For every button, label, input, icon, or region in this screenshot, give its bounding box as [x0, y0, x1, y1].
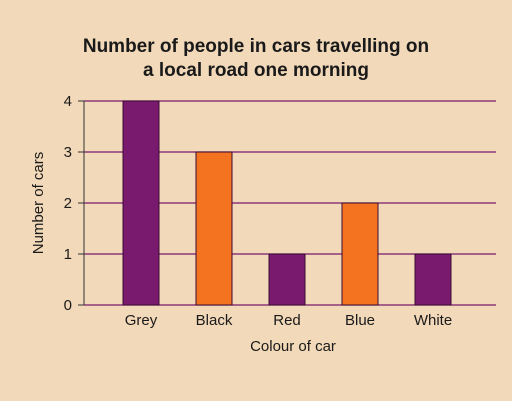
chart-title-line-2: a local road one morning — [143, 60, 369, 81]
y-axis-label: Number of cars — [30, 152, 47, 255]
bars — [122, 100, 452, 306]
y-tick-label-3: 3 — [64, 144, 72, 161]
bar-red — [268, 253, 306, 306]
bar-black — [195, 151, 233, 306]
y-tick-label-4: 4 — [64, 93, 72, 110]
bar-blue — [341, 202, 379, 306]
bar-grey — [122, 100, 160, 306]
y-axis-ticks: 0 1 2 3 4 — [64, 93, 84, 314]
x-axis-label: Colour of car — [250, 338, 336, 355]
x-tick-label-white: White — [414, 312, 452, 329]
chart-title-line-1: Number of people in cars travelling on — [83, 36, 429, 57]
x-tick-label-black: Black — [196, 312, 233, 329]
y-tick-label-2: 2 — [64, 195, 72, 212]
bar-white — [414, 253, 452, 306]
x-axis-ticks: Grey Black Red Blue White — [125, 312, 452, 329]
y-tick-label-0: 0 — [64, 297, 72, 314]
x-tick-label-red: Red — [273, 312, 301, 329]
x-tick-label-blue: Blue — [345, 312, 375, 329]
x-tick-label-grey: Grey — [125, 312, 158, 329]
y-tick-label-1: 1 — [64, 246, 72, 263]
